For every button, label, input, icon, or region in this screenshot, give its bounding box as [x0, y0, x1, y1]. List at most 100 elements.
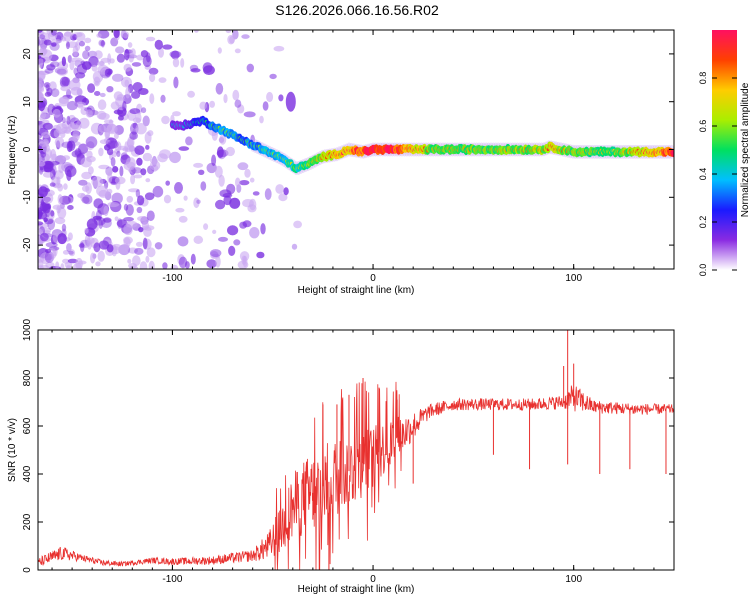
- noise-blob: [123, 63, 132, 72]
- noise-blob: [82, 50, 90, 60]
- noise-blob: [134, 247, 144, 255]
- noise-blob: [62, 258, 70, 264]
- noise-blob: [146, 210, 155, 222]
- noise-blob: [107, 201, 120, 208]
- noise-blob: [106, 86, 114, 93]
- noise-blob: [148, 260, 155, 269]
- noise-blob: [131, 91, 141, 99]
- noise-blob: [40, 232, 49, 242]
- noise-blob: [142, 152, 153, 162]
- noise-blob: [259, 115, 264, 124]
- noise-blob: [127, 188, 140, 193]
- noise-blob: [63, 31, 74, 37]
- noise-blob: [38, 120, 43, 125]
- noise-blob: [123, 236, 133, 244]
- noise-blob: [125, 204, 134, 216]
- noise-blob: [136, 157, 143, 166]
- noise-blob: [199, 101, 207, 110]
- noise-blob: [96, 110, 107, 120]
- snr-ytick-label: 0: [22, 567, 33, 573]
- colorbar-ticks: 0.0 0.2 0.4 0.6 0.8: [698, 72, 737, 277]
- noise-blob: [44, 91, 52, 97]
- spectrogram-ytick-label: -20: [22, 237, 33, 252]
- noise-blob: [142, 237, 148, 250]
- noise-blob: [252, 191, 260, 196]
- noise-blob: [120, 152, 128, 161]
- noise-blob: [116, 94, 125, 101]
- noise-blob: [75, 257, 83, 269]
- noise-blob: [137, 216, 148, 222]
- noise-blob: [46, 30, 52, 35]
- noise-blob: [96, 185, 109, 197]
- noise-blob: [68, 249, 76, 257]
- noise-blob: [75, 72, 86, 79]
- noise-blob: [215, 83, 224, 95]
- noise-blob: [239, 221, 248, 229]
- noise-blob: [127, 42, 133, 48]
- noise-blob: [96, 33, 102, 38]
- noise-blob: [203, 223, 209, 231]
- noise-blob: [138, 227, 144, 233]
- snr-frame: [37, 329, 675, 571]
- noise-blob: [43, 39, 52, 46]
- noise-blob: [38, 161, 46, 167]
- noise-blob: [60, 85, 71, 92]
- noise-blob: [125, 87, 131, 99]
- noise-blob: [38, 209, 43, 218]
- noise-blob: [84, 37, 92, 44]
- noise-blob: [140, 50, 149, 58]
- noise-blob: [112, 73, 124, 82]
- noise-blob: [244, 168, 251, 178]
- colorbar: 0.0 0.2 0.4 0.6 0.8 Normalized spectral ampl…: [698, 30, 750, 276]
- noise-blob: [158, 77, 167, 83]
- noise-blob: [210, 249, 222, 258]
- noise-blob: [61, 56, 66, 67]
- noise-blob: [80, 242, 85, 253]
- noise-blob: [67, 205, 74, 210]
- noise-blob: [123, 223, 133, 236]
- spectrogram-ytick-label: 0: [22, 146, 33, 152]
- noise-blob: [86, 218, 98, 230]
- noise-blob: [74, 101, 86, 108]
- noise-blob: [194, 30, 199, 33]
- noise-blob: [145, 255, 150, 263]
- noise-blob: [43, 253, 53, 261]
- noise-blob: [85, 136, 98, 149]
- noise-blob: [88, 166, 94, 175]
- snr-ytick-label: 800: [22, 369, 33, 386]
- noise-blob: [130, 48, 136, 57]
- noise-blob: [45, 248, 52, 254]
- noise-blob: [78, 179, 88, 186]
- noise-blob: [160, 94, 166, 103]
- noise-blob: [93, 76, 101, 87]
- noise-blob: [190, 68, 201, 73]
- noise-blob: [262, 101, 269, 111]
- noise-blob: [145, 36, 156, 42]
- noise-blob: [64, 129, 72, 135]
- noise-blob: [278, 94, 284, 102]
- noise-blob: [63, 183, 68, 190]
- noise-blob: [190, 253, 196, 265]
- noise-blob: [242, 199, 254, 208]
- noise-blob: [237, 104, 245, 114]
- noise-blob: [237, 162, 249, 171]
- noise-blob: [45, 84, 50, 92]
- noise-blob: [139, 261, 148, 269]
- noise-blob: [39, 140, 49, 145]
- noise-blob: [135, 123, 147, 135]
- noise-blob: [241, 34, 250, 39]
- noise-blob: [239, 180, 250, 186]
- noise-blob: [169, 151, 181, 164]
- noise-blob: [219, 134, 227, 145]
- noise-blob: [80, 60, 86, 66]
- noise-blob: [86, 237, 95, 244]
- noise-blob: [61, 76, 71, 87]
- colorbar-tick-label: 0.0: [698, 264, 708, 277]
- snr-xtick-label: -100: [162, 574, 182, 585]
- noise-blob: [122, 100, 127, 112]
- noise-blob: [107, 140, 119, 149]
- noise-blob: [131, 62, 142, 67]
- noise-blob: [260, 223, 266, 235]
- noise-blob: [137, 195, 145, 206]
